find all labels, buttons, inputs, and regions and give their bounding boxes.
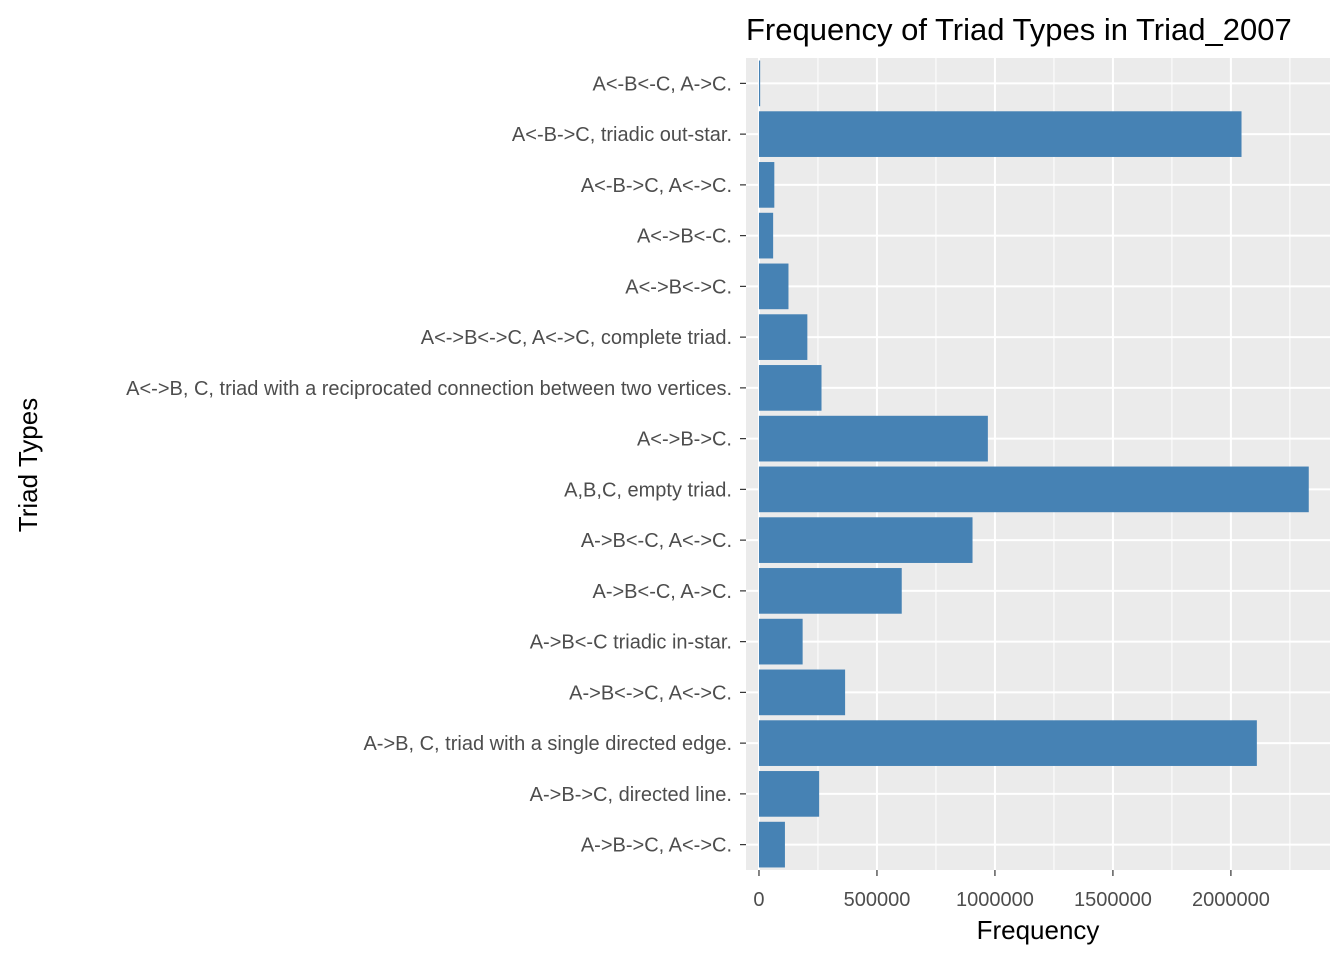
bar xyxy=(758,314,808,360)
y-tick-label: A->B, C, triad with a single directed ed… xyxy=(363,733,732,755)
y-tick-label: A<-B<-C, A->C. xyxy=(593,73,733,95)
bar xyxy=(758,568,902,614)
y-axis-ticks: A<-B<-C, A->C. A<-B->C, triadic out-star.… xyxy=(126,73,746,857)
x-axis-ticks: 0 500000 1000000 1500000 2000000 xyxy=(753,870,1270,911)
y-tick-label: A->B<->C, A<->C. xyxy=(569,682,732,704)
y-tick-label: A<->B<-C. xyxy=(637,226,732,248)
bar xyxy=(758,415,988,462)
bar xyxy=(758,212,774,259)
bar xyxy=(758,111,1242,157)
y-tick-label: A<->B<->C. xyxy=(625,276,732,298)
y-tick-label: A<->B, C, triad with a reciprocated conn… xyxy=(126,378,732,400)
bar xyxy=(758,162,775,208)
bars xyxy=(758,60,1309,868)
y-tick-label: A<-B->C, triadic out-star. xyxy=(512,124,732,146)
bar xyxy=(758,466,1309,513)
y-tick-label: A->B->C, A<->C. xyxy=(581,835,732,857)
x-tick-label: 500000 xyxy=(844,889,911,911)
y-tick-label: A<->B->C. xyxy=(637,429,732,451)
x-tick-label: 1500000 xyxy=(1074,889,1152,911)
bar xyxy=(758,720,1257,766)
bar xyxy=(758,821,785,868)
bar xyxy=(758,365,822,411)
y-axis-title: Triad Types xyxy=(13,398,43,532)
chart-title: Frequency of Triad Types in Triad_2007 xyxy=(746,12,1292,47)
bar xyxy=(758,60,761,107)
y-tick-label: A->B<-C, A->C. xyxy=(593,581,733,603)
major-gridlines xyxy=(746,58,1330,870)
y-tick-label: A->B->C, directed line. xyxy=(530,784,732,806)
x-tick-label: 2000000 xyxy=(1192,889,1270,911)
y-tick-label: A->B<-C, A<->C. xyxy=(581,530,732,552)
bar xyxy=(758,669,846,716)
x-axis-title: Frequency xyxy=(977,915,1100,945)
x-tick-label: 0 xyxy=(753,889,764,911)
y-tick-label: A<-B->C, A<->C. xyxy=(581,175,732,197)
bar xyxy=(758,263,789,310)
bar xyxy=(758,618,803,665)
y-tick-label: A->B<-C triadic in-star. xyxy=(530,632,732,654)
x-tick-label: 1000000 xyxy=(956,889,1034,911)
bar xyxy=(758,517,973,563)
y-tick-label: A<->B<->C, A<->C, complete triad. xyxy=(421,327,732,349)
bar xyxy=(758,771,820,817)
y-tick-label: A,B,C, empty triad. xyxy=(564,479,732,501)
